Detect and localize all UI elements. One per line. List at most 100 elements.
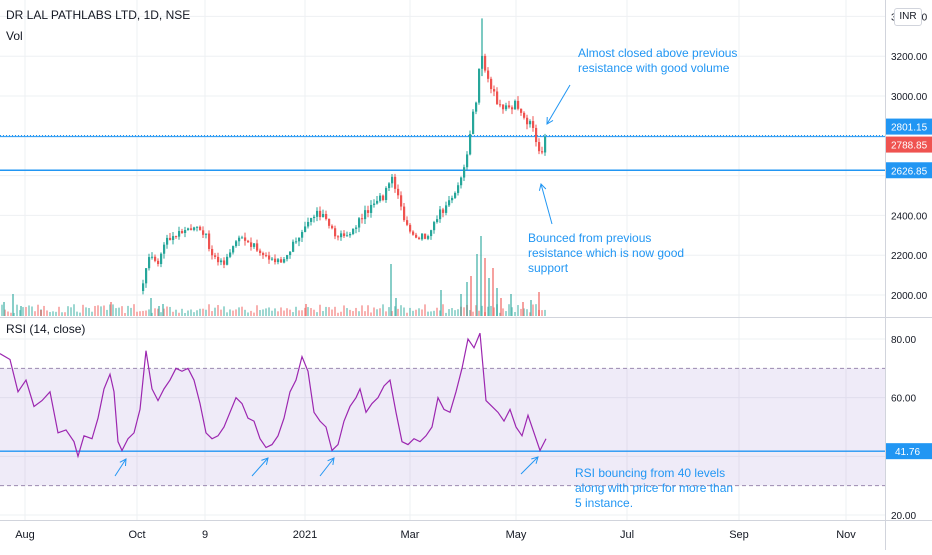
candle-body (445, 205, 448, 213)
volume-bar (217, 305, 219, 316)
volume-bar (522, 302, 524, 316)
candle-body (541, 151, 544, 153)
annotation-text: support (528, 261, 569, 275)
candle-body (196, 226, 199, 228)
candle-body (103, 291, 105, 293)
time-tick-label: 2021 (293, 529, 317, 541)
volume-bar (301, 310, 303, 316)
annotation-text: 5 instance. (575, 496, 633, 510)
candle-body (166, 237, 169, 245)
candle-body (94, 291, 96, 293)
volume-bar (298, 310, 300, 316)
volume-bar (403, 307, 405, 316)
time-tick-label: Oct (128, 529, 145, 541)
volume-bar (427, 311, 429, 316)
volume-bar (271, 310, 273, 316)
volume-bar (466, 282, 468, 316)
volume-bar (502, 308, 504, 316)
candle-body (328, 218, 331, 226)
volume-bar (184, 312, 186, 316)
candle-body (304, 226, 307, 232)
candle-body (178, 231, 181, 237)
annotation-text: RSI bouncing from 40 levels (575, 466, 725, 480)
price-layer (61, 18, 547, 297)
volume-bar (395, 298, 397, 316)
volume-bar (358, 311, 360, 316)
volume-bar (58, 306, 60, 316)
candle-body (436, 219, 439, 223)
volume-bar (535, 304, 537, 316)
volume-bar (150, 298, 152, 316)
price-tick-label: 2400.00 (891, 211, 928, 222)
candle-body (337, 236, 340, 238)
volume-bar (400, 305, 402, 316)
annotation-arrow (520, 456, 539, 475)
price-labels-layer: 2801.15 2788.85 2626.85 41.76 (886, 118, 932, 460)
currency-badge[interactable]: INR (894, 8, 922, 26)
volume-layer (1, 236, 546, 316)
candle-body (472, 111, 475, 134)
candle-body (454, 192, 457, 198)
candle-body (184, 230, 187, 234)
volume-bar (532, 304, 534, 316)
candle-body (331, 225, 334, 229)
volume-bar (445, 312, 447, 316)
price-tick-label: 2200.00 (891, 251, 928, 262)
chart-title: DR LAL PATHLABS LTD, 1D, NSE (6, 8, 191, 22)
candle-body (403, 206, 406, 221)
volume-bar (436, 307, 438, 316)
time-tick-label: Mar (401, 529, 420, 541)
volume-bar (106, 309, 108, 316)
volume-bar (46, 310, 48, 316)
volume-bar (418, 308, 420, 316)
volume-bar (406, 312, 408, 316)
volume-bar (492, 268, 494, 316)
volume-bar (205, 309, 207, 316)
annotation-arrow (546, 84, 571, 125)
time-tick-label: 9 (202, 529, 208, 541)
annotation-text: along with price for more than (575, 481, 733, 495)
volume-bar (520, 308, 522, 316)
volume-bar (514, 312, 516, 316)
candle-body (517, 100, 520, 109)
candle-body (466, 154, 469, 168)
volume-bar (460, 294, 462, 316)
volume-bar (55, 311, 57, 316)
candle-body (256, 243, 259, 251)
volume-bar (37, 304, 39, 316)
annotation-arrow (540, 183, 553, 225)
volume-bar (397, 308, 399, 316)
candle-body (220, 260, 223, 263)
candle-body (355, 227, 358, 229)
candle-body (373, 203, 376, 205)
volume-bar (373, 307, 375, 316)
volume-bar (91, 311, 93, 316)
candle-body (61, 295, 63, 297)
volume-bar (476, 254, 478, 316)
candle-body (127, 291, 129, 293)
candle-body (448, 200, 451, 206)
annotation-text: resistance with good volume (578, 61, 730, 75)
candle-body (376, 200, 379, 204)
candle-body (427, 236, 430, 239)
volume-bar (52, 311, 54, 316)
candle-body (478, 68, 481, 103)
volume-bar (79, 312, 81, 316)
candle-body (418, 237, 421, 240)
candle-body (286, 255, 289, 260)
candle-body (172, 236, 175, 241)
volume-bar (133, 304, 135, 316)
volume-bar (166, 306, 168, 316)
candle-body (277, 259, 280, 263)
candle-body (523, 112, 526, 118)
volume-bar (500, 298, 502, 316)
candle-body (346, 235, 349, 237)
volume-bar (214, 307, 216, 316)
candle-body (415, 234, 418, 238)
volume-bar (307, 307, 309, 316)
volume-bar (448, 309, 450, 316)
volume-bar (97, 305, 99, 316)
candle-body (301, 231, 304, 238)
volume-bar (196, 310, 198, 316)
